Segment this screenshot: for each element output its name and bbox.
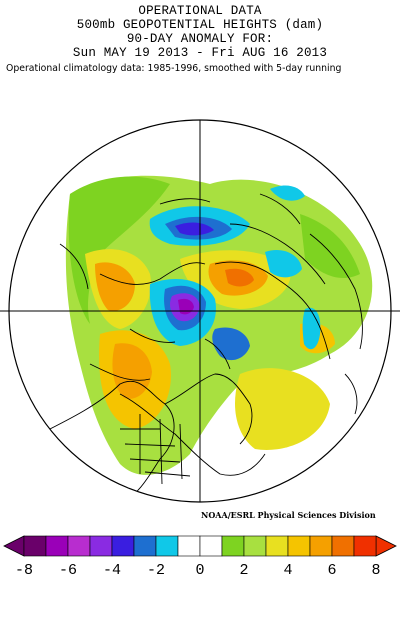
color-scale-legend: -8 -6 -4 -2 0 2 4 6 8 — [3, 535, 397, 579]
colorbar-cell — [265, 535, 289, 557]
colorbar-tick-label: 2 — [239, 562, 248, 579]
colorbar-cell — [309, 535, 333, 557]
map-date-range: Sun MAY 19 2013 - Fri AUG 16 2013 — [72, 46, 328, 60]
colorbar-cell — [287, 535, 311, 557]
coastline-layer — [39, 193, 363, 502]
colorbar-high-arrow — [375, 535, 397, 557]
map-title-line-3: 90-DAY ANOMALY FOR: — [126, 32, 274, 46]
colorbar-tick-label: -2 — [147, 562, 165, 579]
colorbar-cell — [111, 535, 135, 557]
color-scale-cells — [3, 535, 397, 557]
colorbar-tick-label: 0 — [195, 562, 204, 579]
colorbar-cell — [155, 535, 179, 557]
color-scale-ticks: -8 -6 -4 -2 0 2 4 6 8 — [15, 562, 381, 579]
colorbar-cell — [177, 535, 201, 557]
colorbar-tick-label: 8 — [371, 562, 380, 579]
polar-anomaly-map — [0, 119, 400, 503]
colorbar-tick-label: 6 — [327, 562, 336, 579]
colorbar-cell — [221, 535, 245, 557]
source-credit: NOAA/ESRL Physical Sciences Division — [201, 510, 376, 520]
climatology-note: Operational climatology data: 1985-1996,… — [6, 63, 342, 74]
map-title-line-2: 500mb GEOPOTENTIAL HEIGHTS (dam) — [76, 18, 324, 32]
colorbar-tick-label: 4 — [283, 562, 292, 579]
colorbar-cell — [67, 535, 91, 557]
colorbar-tick-label: -6 — [59, 562, 77, 579]
colorbar-tick-label: -4 — [103, 562, 121, 579]
colorbar-tick-label: -8 — [15, 562, 33, 579]
colorbar-low-arrow — [3, 535, 25, 557]
colorbar-cell — [353, 535, 377, 557]
colorbar-cell — [23, 535, 47, 557]
colorbar-cell — [89, 535, 113, 557]
colorbar-cell — [45, 535, 69, 557]
colorbar-cell — [331, 535, 355, 557]
colorbar-cell — [199, 535, 223, 557]
map-title-line-1: OPERATIONAL DATA — [138, 4, 262, 18]
colorbar-cell — [243, 535, 267, 557]
colorbar-cell — [133, 535, 157, 557]
